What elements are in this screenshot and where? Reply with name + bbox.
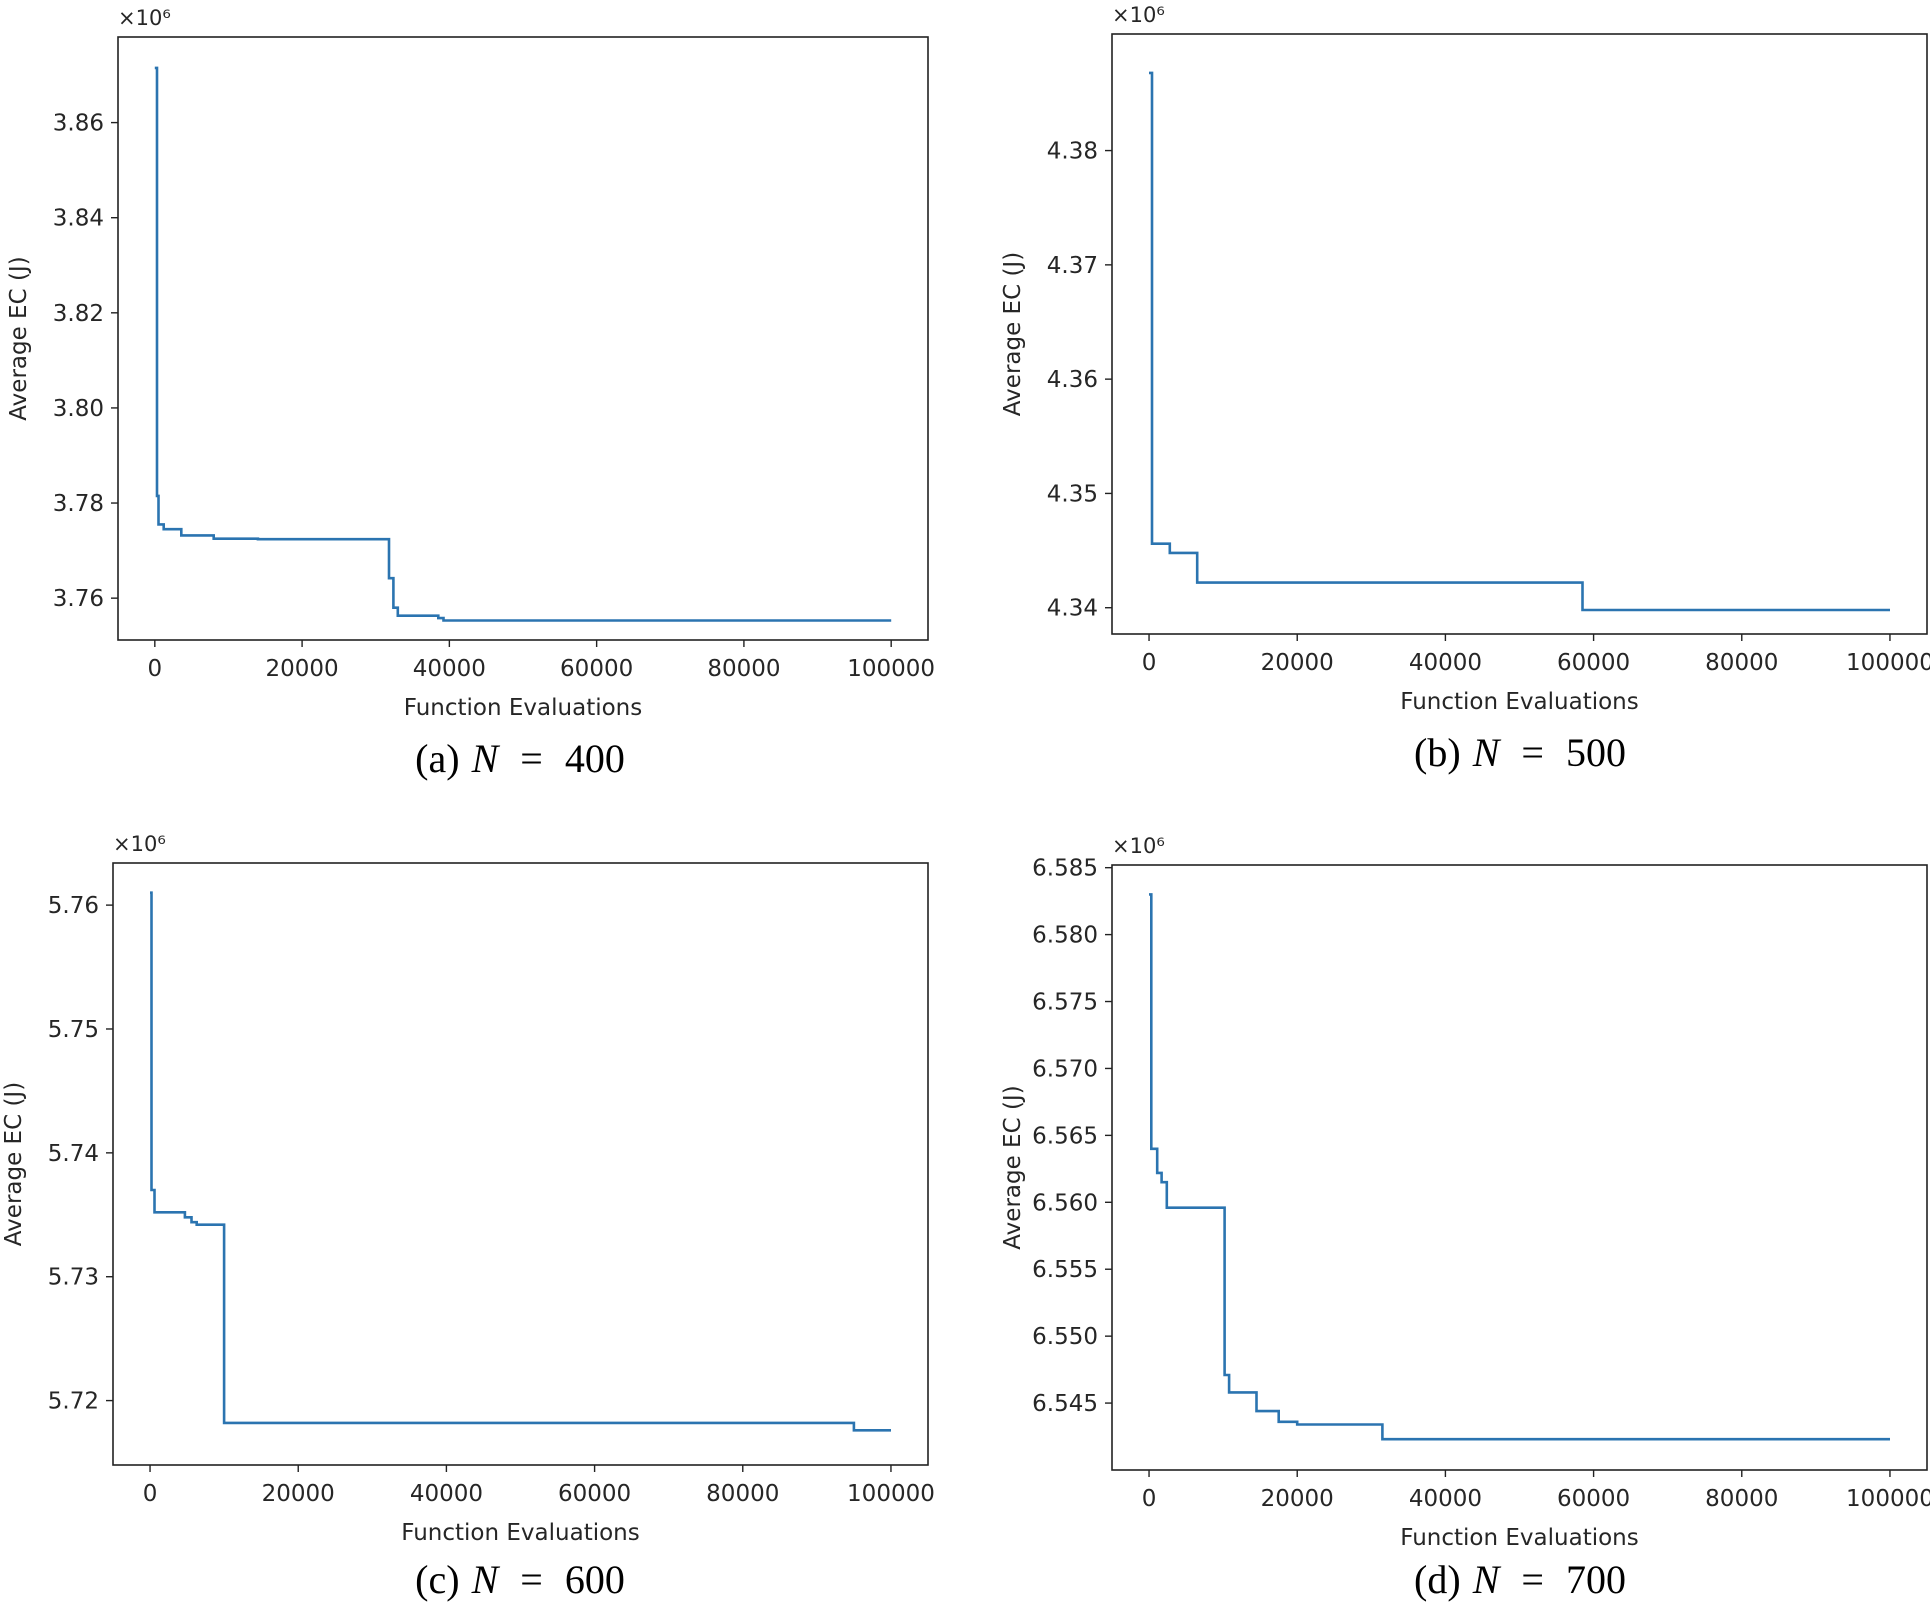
x-tick-label: 80000 — [1705, 1486, 1778, 1512]
x-tick-label: 60000 — [558, 1481, 631, 1507]
chart-panel-1: 0 20000 40000 60000 80000 100000 4.34 4.35 4.36 4… — [1000, 3, 1930, 775]
x-tick-label: 80000 — [706, 1481, 779, 1507]
caption-var: N — [471, 736, 501, 781]
y-tick-label: 6.555 — [1032, 1257, 1098, 1283]
caption-value: 500 — [1566, 730, 1626, 775]
caption-label: (b) — [1414, 730, 1461, 775]
panel-caption: (a) N = 400 — [415, 736, 625, 781]
y-tick-label: 6.575 — [1032, 990, 1098, 1016]
y-tick-label: 6.550 — [1032, 1324, 1098, 1350]
caption-label: (a) — [415, 736, 459, 781]
x-tick-label: 100000 — [847, 1481, 935, 1507]
y-tick-label: 6.585 — [1032, 856, 1098, 882]
panel-caption: (d) N = 700 — [1414, 1557, 1626, 1602]
y-multiplier: ×10⁶ — [1112, 834, 1165, 858]
x-tick-label: 0 — [1142, 1486, 1157, 1512]
caption-eq: = — [520, 1557, 543, 1602]
chart-panel-2: 0 20000 40000 60000 80000 100000 5.72 5.73 5.74 5… — [1, 832, 935, 1602]
y-multiplier: ×10⁶ — [1112, 3, 1165, 27]
panel-caption: (c) N = 600 — [415, 1557, 625, 1602]
caption-value: 700 — [1566, 1557, 1626, 1602]
series-line — [1149, 893, 1890, 1441]
x-tick-label: 40000 — [1409, 650, 1482, 676]
y-multiplier: ×10⁶ — [113, 832, 166, 856]
caption-label: (c) — [415, 1557, 459, 1602]
chart-panel-0: 0 20000 40000 60000 80000 100000 3.76 3.78 3.80 3… — [6, 6, 935, 781]
series-line — [154, 66, 892, 622]
y-tick-label: 6.545 — [1032, 1391, 1098, 1417]
y-tick-label: 3.80 — [53, 396, 104, 422]
axes-frame — [1111, 864, 1928, 1471]
y-axis-label: Average EC (J) — [6, 256, 32, 420]
x-tick-label: 0 — [143, 1481, 158, 1507]
caption-eq: = — [1521, 730, 1544, 775]
y-tick-label: 4.36 — [1047, 367, 1098, 393]
y-tick-label: 3.78 — [53, 491, 104, 517]
y-tick-label: 5.73 — [48, 1265, 99, 1291]
y-multiplier: ×10⁶ — [118, 6, 171, 30]
caption-value: 400 — [565, 736, 625, 781]
caption-var: N — [471, 1557, 501, 1602]
y-tick-label: 4.35 — [1047, 481, 1098, 507]
caption-label: (d) — [1414, 1557, 1461, 1602]
y-tick-label: 3.86 — [53, 111, 104, 137]
y-tick-label: 5.72 — [48, 1389, 99, 1415]
x-tick-label: 60000 — [1557, 1486, 1630, 1512]
x-tick-label: 60000 — [1557, 650, 1630, 676]
x-tick-label: 20000 — [262, 1481, 335, 1507]
x-axis-label: Function Evaluations — [1400, 689, 1638, 715]
x-tick-label: 40000 — [413, 656, 486, 682]
y-tick-label: 6.570 — [1032, 1056, 1098, 1082]
x-axis-label: Function Evaluations — [401, 1520, 639, 1546]
series-line — [150, 891, 891, 1432]
axes-frame — [117, 36, 929, 641]
x-tick-label: 0 — [1142, 650, 1157, 676]
y-tick-label: 3.76 — [53, 586, 104, 612]
x-tick-label: 100000 — [1846, 650, 1930, 676]
y-tick-label: 4.38 — [1047, 139, 1098, 165]
x-tick-label: 20000 — [1261, 1486, 1334, 1512]
caption-var: N — [1472, 730, 1502, 775]
axes-frame — [1111, 33, 1928, 635]
panel-caption: (b) N = 500 — [1414, 730, 1626, 775]
chart-panel-3: 0 20000 40000 60000 80000 100000 6.545 6.550 6.5… — [1000, 834, 1930, 1602]
caption-eq: = — [520, 736, 543, 781]
y-tick-label: 5.76 — [48, 893, 99, 919]
y-tick-label: 5.75 — [48, 1017, 99, 1043]
y-tick-label: 6.560 — [1032, 1190, 1098, 1216]
y-axis-label: Average EC (J) — [1000, 252, 1026, 416]
x-tick-label: 80000 — [707, 656, 780, 682]
x-tick-label: 80000 — [1705, 650, 1778, 676]
y-tick-label: 6.580 — [1032, 923, 1098, 949]
x-axis-label: Function Evaluations — [1400, 1525, 1638, 1551]
x-tick-label: 100000 — [1846, 1486, 1930, 1512]
x-tick-label: 20000 — [1261, 650, 1334, 676]
y-tick-label: 4.37 — [1047, 253, 1098, 279]
caption-var: N — [1472, 1557, 1502, 1602]
series-line — [1149, 71, 1890, 612]
y-tick-label: 6.565 — [1032, 1123, 1098, 1149]
y-tick-label: 3.84 — [53, 206, 104, 232]
x-axis-label: Function Evaluations — [404, 695, 642, 721]
x-tick-label: 20000 — [266, 656, 339, 682]
caption-eq: = — [1521, 1557, 1544, 1602]
caption-value: 600 — [565, 1557, 625, 1602]
y-tick-label: 5.74 — [48, 1141, 99, 1167]
x-tick-label: 100000 — [847, 656, 935, 682]
axes-frame — [112, 862, 929, 1466]
x-tick-label: 40000 — [1409, 1486, 1482, 1512]
y-tick-label: 3.82 — [53, 301, 104, 327]
x-tick-label: 40000 — [410, 1481, 483, 1507]
x-tick-label: 60000 — [560, 656, 633, 682]
y-axis-label: Average EC (J) — [1000, 1085, 1026, 1249]
y-tick-label: 4.34 — [1047, 596, 1098, 622]
x-tick-label: 0 — [147, 656, 162, 682]
y-axis-label: Average EC (J) — [1, 1082, 27, 1246]
